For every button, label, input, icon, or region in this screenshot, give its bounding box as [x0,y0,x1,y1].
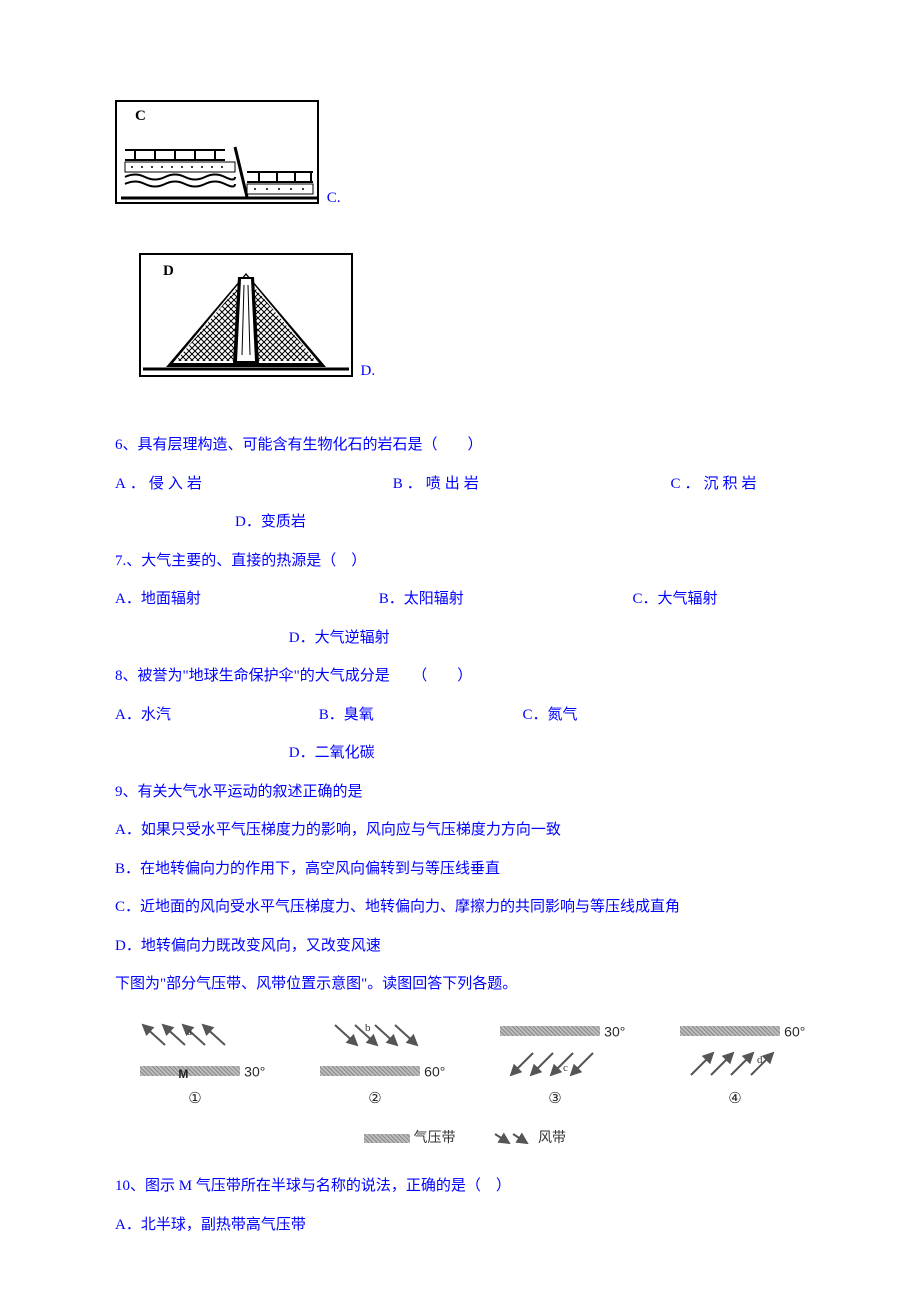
legend-band-label: 气压带 [414,1131,456,1146]
svg-text:C: C [135,108,146,124]
figure-d-row: D D. [115,253,805,386]
q6-stem: 6、具有层理构造、可能含有生物化石的岩石是（ ） [115,431,805,460]
fig3-deg: 30° [604,1023,625,1039]
fig-label-c: c [563,1062,568,1074]
svg-text:D: D [163,263,174,279]
fig-unit-4: 60° d ④ [655,1017,815,1114]
q9-stem: 9、有关大气水平运动的叙述正确的是 [115,778,805,807]
fig4-deg: 60° [784,1023,805,1039]
q10-intro: 下图为"部分气压带、风带位置示意图"。读图回答下列各题。 [115,970,805,999]
figure-c-row: C [115,100,805,213]
q7-opts-row1: A．地面辐射 B．太阳辐射 C．大气辐射 [115,585,805,614]
figure-c-label: C. [327,190,341,206]
q6-opt-a: A．侵入岩 [115,470,385,499]
q8-opt-c: C．氮气 [523,701,578,730]
q7-stem: 7.、大气主要的、直接的热源是（ ） [115,547,805,576]
fig-m-label: M [178,1063,188,1086]
fig-unit-3: 30° c ③ [475,1017,635,1114]
q8-opts-row2: D．二氧化碳 [115,739,805,768]
fig1-num: ① [115,1085,275,1114]
fig4-num: ④ [655,1085,815,1114]
q6-opt-b: B．喷出岩 [393,470,663,499]
q7-opt-c: C．大气辐射 [633,585,718,614]
fig1-deg: 30° [244,1063,265,1079]
fig-label-d: d [757,1054,763,1066]
q6-opts-row1: A．侵入岩 B．喷出岩 C．沉积岩 [115,470,805,499]
figure-d: D [139,253,353,386]
fig-unit-1: a M 30° ① [115,1017,275,1114]
q10-stem: 10、图示 M 气压带所在半球与名称的说法，正确的是（ ） [115,1172,805,1201]
fig3-num: ③ [475,1085,635,1114]
figure-d-label: D. [361,363,376,379]
q6-opts-row2: D．变质岩 [115,508,805,537]
fig-unit-2: b 60° ② [295,1017,455,1114]
q8-stem: 8、被誉为"地球生命保护伞"的大气成分是 （ ） [115,662,805,691]
q9-opt-b: B．在地转偏向力的作用下，高空风向偏转到与等压线垂直 [115,855,805,884]
geology-diagram-c: C [117,102,317,202]
fig-label-a: a [187,1026,192,1038]
figure-c: C [115,100,319,213]
q7-opt-b: B．太阳辐射 [379,585,629,614]
q7-opt-a: A．地面辐射 [115,585,375,614]
q8-opt-a: A．水汽 [115,701,315,730]
q9-opt-a: A．如果只受水平气压梯度力的影响，风向应与气压梯度力方向一致 [115,816,805,845]
figure-legend: 气压带 风带 [115,1126,815,1153]
geology-diagram-d: D [141,255,351,375]
q9-opt-c: C．近地面的风向受水平气压梯度力、地转偏向力、摩擦力的共同影响与等压线成直角 [115,893,805,922]
fig2-num: ② [295,1085,455,1114]
q6-opt-d: D．变质岩 [115,508,306,537]
fig-label-b: b [365,1022,371,1034]
fig2-deg: 60° [424,1063,445,1079]
q8-opt-b: B．臭氧 [319,701,519,730]
pressure-belt-figure: a M 30° ① b 6 [115,1017,815,1114]
q9-opt-d: D．地转偏向力既改变风向，又改变风速 [115,932,805,961]
q7-opt-d: D．大气逆辐射 [289,630,390,646]
q8-opt-d: D．二氧化碳 [289,745,375,761]
q6-opt-c: C．沉积岩 [671,470,761,499]
page: C [0,0,920,1299]
q8-opts-row1: A．水汽 B．臭氧 C．氮气 [115,701,805,730]
q7-opts-row2: D．大气逆辐射 [115,624,805,653]
legend-wind-label: 风带 [538,1131,566,1146]
q10-opt-a: A．北半球，副热带高气压带 [115,1211,805,1240]
